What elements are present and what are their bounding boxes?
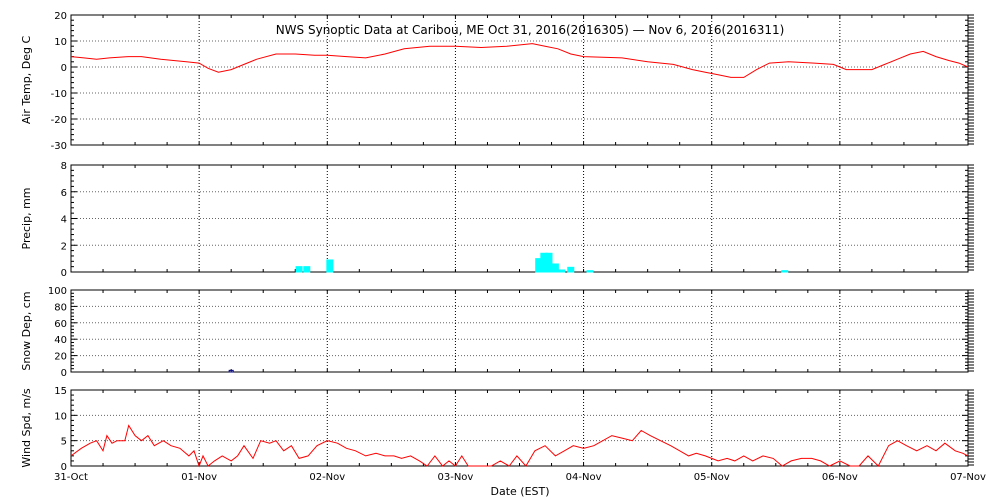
x-tick-labels: 31-Oct 01-Nov 02-Nov 03-Nov 04-Nov 05-Nov 06-N… [54, 472, 986, 483]
x-tick-label: 31-Oct [54, 472, 88, 483]
y-tick-label: 15 [54, 386, 67, 397]
x-tick-label: 04-Nov [566, 472, 602, 483]
plot-frame [70, 289, 969, 373]
y-tick-label: 10 [54, 411, 67, 422]
chart-panels: -30 -20 -10 0 10 20 Air Temp, Deg C 0 2 4 6 8 Precip… [20, 11, 974, 473]
x-tick-label: 01-Nov [181, 472, 217, 483]
y-tick-label: 8 [61, 161, 67, 172]
y-axis-title: Snow Dep, cm [20, 291, 33, 370]
y-tick-label: -20 [51, 115, 67, 126]
y-axis-title: Wind Spd, m/s [20, 388, 33, 468]
y-axis-title: Air Temp, Deg C [20, 36, 33, 125]
bar [303, 266, 311, 273]
bar [545, 252, 553, 273]
bar [551, 263, 559, 273]
y-tick-label: 4 [61, 215, 67, 226]
x-axis-title: Date (EST) [490, 485, 549, 498]
x-tick-label: 03-Nov [437, 472, 473, 483]
panel-precip: 0 2 4 6 8 Precip, mm [20, 161, 974, 279]
bar [295, 266, 303, 273]
y-tick-label: 20 [54, 352, 67, 363]
bar [228, 369, 234, 373]
x-tick-label: 02-Nov [309, 472, 345, 483]
y-tick-label: 0 [61, 462, 67, 473]
y-tick-label: 60 [54, 319, 67, 330]
bar [567, 266, 575, 273]
y-tick-label: 80 [54, 302, 67, 313]
y-tick-label: 0 [61, 63, 67, 74]
bar [558, 269, 566, 273]
y-tick-label: 6 [61, 188, 67, 199]
y-tick-label: 100 [48, 286, 67, 297]
x-tick-label: 06-Nov [822, 472, 858, 483]
y-axis-title: Precip, mm [20, 188, 33, 250]
y-tick-label: 10 [54, 37, 67, 48]
bar [781, 270, 789, 273]
plot-frame [70, 389, 969, 467]
x-tick-label: 05-Nov [694, 472, 730, 483]
series-line [70, 424, 969, 468]
y-tick-label: 0 [61, 368, 67, 379]
chart-title: NWS Synoptic Data at Caribou, ME Oct 31,… [276, 23, 785, 37]
y-tick-label: 0 [61, 268, 67, 279]
panel-wind: 0 5 10 15 Wind Spd, m/s [20, 386, 974, 473]
y-tick-label: -30 [51, 141, 67, 152]
y-tick-label: 40 [54, 335, 67, 346]
y-tick-label: 20 [54, 11, 67, 22]
y-tick-label: -10 [51, 89, 67, 100]
x-tick-label: 07-Nov [950, 472, 986, 483]
bar [586, 270, 594, 273]
panel-temperature: -30 -20 -10 0 10 20 Air Temp, Deg C [20, 11, 974, 152]
series-line [70, 43, 969, 78]
y-tick-label: 5 [61, 437, 67, 448]
bar [326, 259, 334, 273]
panel-snow: 0 20 40 60 80 100 Snow Dep, cm [20, 286, 974, 379]
y-tick-label: 2 [61, 241, 67, 252]
